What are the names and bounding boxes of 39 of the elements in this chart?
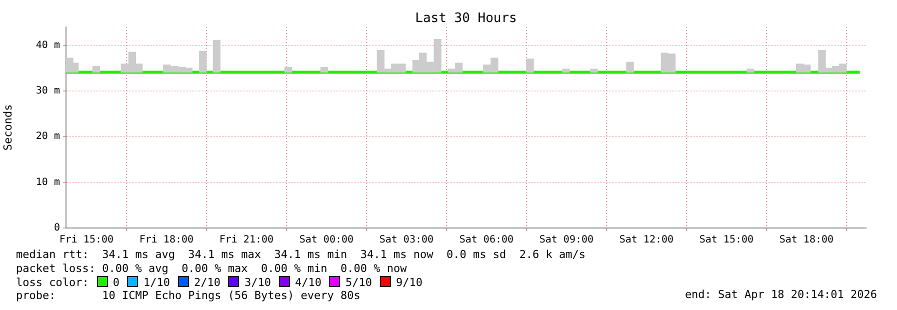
legend-label: 2/10 (194, 276, 220, 289)
bar (284, 66, 292, 73)
x-tick-label: Fri 18:00 (139, 234, 194, 246)
y-tick-label: 40 m (36, 40, 60, 51)
y-tick-label: 30 m (36, 86, 60, 97)
bar (626, 62, 634, 73)
text: end: Sat Apr 18 20:14:01 2026 (684, 288, 877, 302)
y-tick-label: 10 m (36, 176, 60, 188)
bar (199, 50, 207, 73)
x-tick-label: Sat 06:00 (459, 234, 514, 246)
legend-label: 5/10 (345, 276, 372, 289)
bar (92, 66, 100, 73)
legend-label: 4/10 (294, 276, 322, 289)
x-tick-label: Fri 21:00 (219, 234, 274, 246)
x-tick-label: Sat 03:00 (379, 234, 434, 246)
x-tick-label: Sat 15:00 (699, 234, 754, 246)
y-tick-label: 20 m (36, 131, 60, 142)
chart-title: Last 30 Hours (414, 11, 518, 26)
x-tick-label: Sat 18:00 (779, 234, 834, 246)
text: probe: 10 ICMP Echo Pings (56 Bytes) every 80s (16, 288, 360, 304)
legend-label: 0 (112, 276, 120, 289)
bar (590, 68, 598, 73)
x-tick-label: Sat 00:00 (299, 234, 354, 246)
legend-label: 1/10 (143, 276, 170, 289)
bar (212, 40, 220, 73)
bar (526, 58, 534, 73)
legend-label: 9/10 (396, 276, 422, 289)
legend-label: 3/10 (244, 276, 271, 289)
y-tick-label: 0 (54, 222, 60, 234)
bar (746, 68, 754, 73)
text: median rtt: 34.1 ms avg 34.1 ms max 34.1 ms min 34.1 ms now 0.0 ms sd 2.6 k am/s (16, 247, 586, 262)
bar (562, 68, 570, 73)
x-tick-label: Sat 09:00 (539, 234, 594, 246)
legend-title: loss color: (16, 276, 89, 289)
text: packet loss: 0.00 % avg 0.00 % max 0.00 % min 0.00 % now (16, 260, 407, 276)
y-axis-title: Seconds (1, 104, 14, 151)
bar (320, 66, 328, 73)
x-tick-label: Sat 12:00 (619, 234, 674, 246)
x-tick-label: Fri 15:00 (59, 234, 114, 246)
